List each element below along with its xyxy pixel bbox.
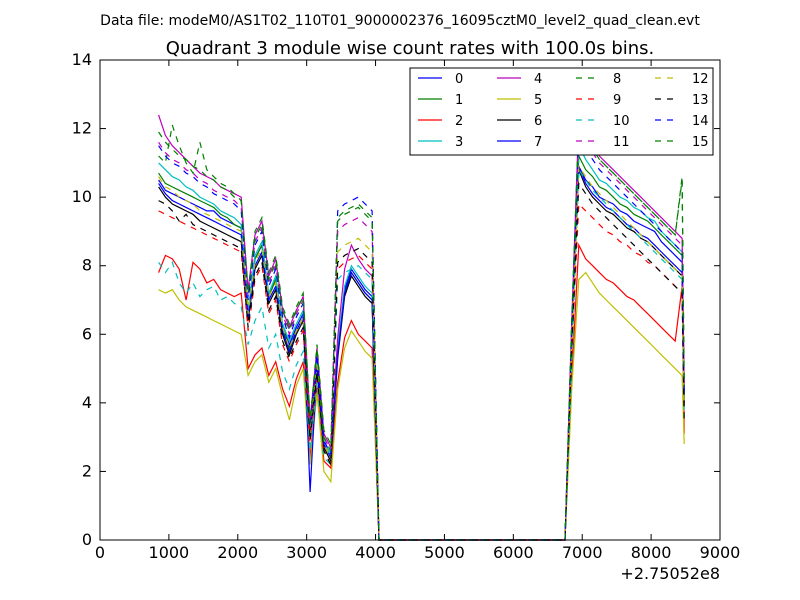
- x-tick-label: 8000: [631, 543, 672, 562]
- legend-label-14: 14: [692, 114, 709, 129]
- y-tick-label: 0: [82, 530, 92, 549]
- legend-frame: [409, 67, 714, 156]
- y-tick-label: 14: [72, 50, 92, 69]
- y-tick-label: 6: [82, 324, 92, 343]
- legend-label-6: 6: [534, 114, 542, 129]
- y-tick-label: 12: [72, 119, 92, 138]
- legend-label-2: 2: [455, 114, 463, 129]
- legend-label-4: 4: [534, 72, 542, 87]
- x-tick-label: 0: [95, 543, 105, 562]
- x-tick-label: 7000: [562, 543, 603, 562]
- x-tick-label: 6000: [493, 543, 534, 562]
- data-file-suptitle: Data file: modeM0/AS1T02_110T01_90000023…: [100, 13, 700, 29]
- chart-title: Quadrant 3 module wise count rates with …: [166, 38, 655, 59]
- axes-frame: [99, 59, 721, 541]
- legend-label-10: 10: [613, 114, 630, 129]
- legend-label-12: 12: [692, 72, 709, 87]
- x-tick-label: 3000: [286, 543, 327, 562]
- legend-label-0: 0: [455, 72, 463, 87]
- legend-label-11: 11: [613, 135, 630, 150]
- y-tick-label: 4: [82, 393, 92, 412]
- x-tick-label: 4000: [355, 543, 396, 562]
- x-tick-label: 5000: [424, 543, 465, 562]
- x-tick-label: 1000: [149, 543, 190, 562]
- x-tick-label: 2000: [217, 543, 258, 562]
- legend-label-9: 9: [613, 93, 621, 108]
- series-line-12: [158, 164, 685, 541]
- x-axis: 0 1000 2000 3000 4000 5000 6000 7000 8000 9000: [95, 60, 740, 562]
- series-line-14: [158, 135, 685, 541]
- legend-label-1: 1: [455, 93, 463, 108]
- legend-label-8: 8: [613, 72, 621, 87]
- x-axis-offset-label: +2.75052e8: [620, 564, 720, 583]
- x-tick-label: 9000: [700, 543, 741, 562]
- legend-label-5: 5: [534, 93, 542, 108]
- y-tick-label: 10: [72, 187, 92, 206]
- legend-label-7: 7: [534, 135, 542, 150]
- legend-label-13: 13: [692, 93, 709, 108]
- legend-label-3: 3: [455, 135, 463, 150]
- y-tick-label: 2: [82, 461, 92, 480]
- y-tick-label: 8: [82, 256, 92, 275]
- legend-label-15: 15: [692, 135, 709, 150]
